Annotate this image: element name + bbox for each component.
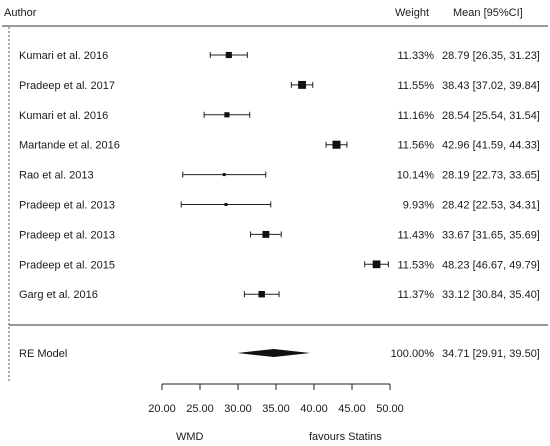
study-weight-value: 11.55% xyxy=(398,80,435,92)
study-weight-value: 11.53% xyxy=(398,259,435,271)
x-tick-label: 45.00 xyxy=(338,403,366,415)
study-author-label: Garg et al. 2016 xyxy=(19,289,98,301)
author-column-header: Author xyxy=(4,7,37,19)
study-row: Pradeep et al. 2015 11.53% 48.23 [46.67, 4… xyxy=(19,259,540,271)
study-mean-ci-value: 38.43 [37.02, 39.84] xyxy=(442,80,540,92)
summary-row: RE Model 100.00% 34.71 [29.91, 39.50] xyxy=(19,348,540,360)
x-tick-label: 20.00 xyxy=(148,403,176,415)
study-row: Kumari et al. 2016 11.33% 28.79 [26.35, 31… xyxy=(19,50,540,62)
study-row: Kumari et al. 2016 11.16% 28.54 [25.54, 31… xyxy=(19,110,540,122)
study-row: Pradeep et al. 2017 11.55% 38.43 [37.02, 3… xyxy=(19,80,540,92)
study-mean-ci-value: 33.12 [30.84, 35.40] xyxy=(442,289,540,301)
x-axis: 20.00 25.00 30.00 35.00 40.00 45.00 50.00 xyxy=(148,383,404,415)
footer-left-label: WMD xyxy=(176,431,204,443)
weight-column-header: Weight xyxy=(395,7,429,19)
summary-label: RE Model xyxy=(19,348,67,360)
footer-right-label: favours Statins xyxy=(309,431,382,443)
study-author-label: Kumari et al. 2016 xyxy=(19,110,108,122)
study-rows: Kumari et al. 2016 11.33% 28.79 [26.35, 31… xyxy=(19,50,540,301)
study-mean-ci-value: 42.96 [41.59, 44.33] xyxy=(442,140,540,152)
x-tick-label: 40.00 xyxy=(300,403,328,415)
mean-ci-column-header: Mean [95%CI] xyxy=(453,7,523,19)
study-weight-value: 11.16% xyxy=(398,110,435,122)
study-author-label: Rao et al. 2013 xyxy=(19,170,94,182)
x-tick-label: 30.00 xyxy=(224,403,252,415)
x-tick-label: 35.00 xyxy=(262,403,290,415)
study-mean-ci-value: 28.79 [26.35, 31.23] xyxy=(442,50,540,62)
summary-diamond xyxy=(237,349,311,357)
point-estimate-square xyxy=(298,80,307,89)
study-weight-value: 11.56% xyxy=(398,140,435,152)
study-row: Martande et al. 2016 11.56% 42.96 [41.59, … xyxy=(19,140,540,152)
point-estimate-square xyxy=(224,203,228,206)
study-mean-ci-value: 28.42 [22.53, 34.31] xyxy=(442,200,540,212)
study-mean-ci-value: 28.54 [25.54, 31.54] xyxy=(442,110,540,122)
study-weight-value: 11.33% xyxy=(398,50,435,62)
study-row: Rao et al. 2013 10.14% 28.19 [22.73, 33.65… xyxy=(19,170,540,182)
study-weight-value: 11.37% xyxy=(398,289,435,301)
study-row: Garg et al. 2016 11.37% 33.12 [30.84, 35.4… xyxy=(19,289,540,301)
point-estimate-square xyxy=(262,230,270,238)
study-weight-value: 11.43% xyxy=(398,229,435,241)
point-estimate-square xyxy=(372,260,381,269)
study-author-label: Kumari et al. 2016 xyxy=(19,50,108,62)
study-weight-value: 10.14% xyxy=(397,170,435,182)
point-estimate-square xyxy=(258,290,265,298)
study-author-label: Pradeep et al. 2015 xyxy=(19,259,115,271)
study-author-label: Pradeep et al. 2017 xyxy=(19,80,115,92)
study-author-label: Pradeep et al. 2013 xyxy=(19,200,115,212)
study-mean-ci-value: 33.67 [31.65, 35.69] xyxy=(442,229,540,241)
x-tick-label: 50.00 xyxy=(376,403,404,415)
point-estimate-square xyxy=(225,51,232,59)
point-estimate-square xyxy=(224,112,230,118)
study-row: Pradeep et al. 2013 9.93% 28.42 [22.53, 34… xyxy=(19,200,540,212)
study-author-label: Martande et al. 2016 xyxy=(19,140,120,152)
summary-mean-ci-value: 34.71 [29.91, 39.50] xyxy=(442,348,540,360)
summary-weight-value: 100.00% xyxy=(391,348,435,360)
point-estimate-square xyxy=(222,173,226,177)
point-estimate-square xyxy=(332,140,341,149)
study-mean-ci-value: 48.23 [46.67, 49.79] xyxy=(442,259,540,271)
x-tick-label: 25.00 xyxy=(186,403,214,415)
study-row: Pradeep et al. 2013 11.43% 33.67 [31.65, 3… xyxy=(19,229,540,241)
study-weight-value: 9.93% xyxy=(403,200,434,212)
study-mean-ci-value: 28.19 [22.73, 33.65] xyxy=(442,170,540,182)
study-author-label: Pradeep et al. 2013 xyxy=(19,229,115,241)
